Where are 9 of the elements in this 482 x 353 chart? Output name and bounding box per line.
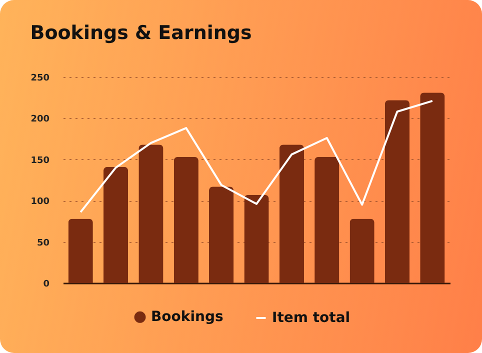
- y-tick-label: 200: [30, 114, 50, 125]
- legend-label: Item total: [272, 310, 350, 326]
- legend-label: Bookings: [151, 309, 224, 326]
- y-tick-label: 0: [43, 280, 50, 290]
- y-tick-label: 150: [30, 156, 50, 166]
- y-tick-label: 250: [30, 74, 50, 84]
- y-tick-label: 100: [30, 197, 50, 208]
- y-tick-label: 50: [36, 238, 50, 248]
- chart-title: Bookings & Earnings: [30, 22, 252, 44]
